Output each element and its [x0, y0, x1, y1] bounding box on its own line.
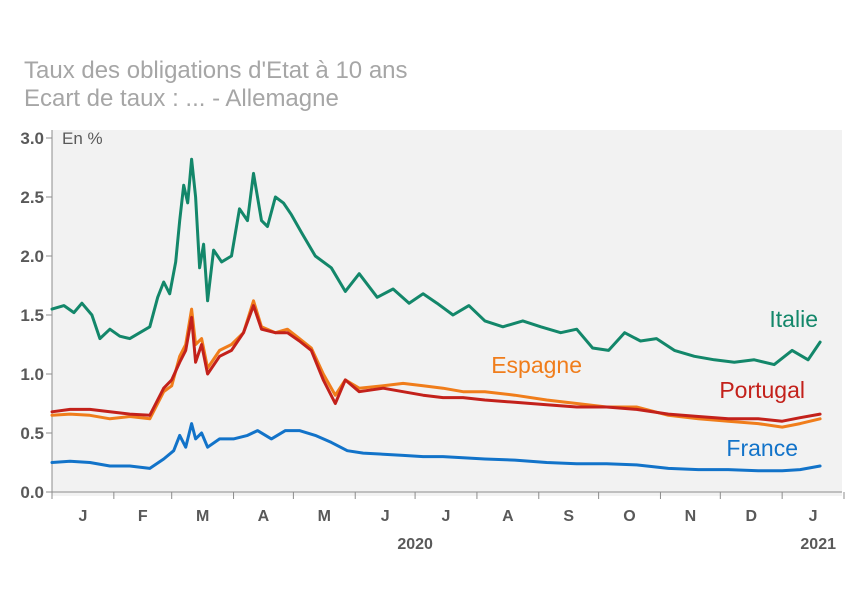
series-line-portugal — [50, 304, 822, 423]
series-line-italie — [50, 157, 822, 367]
x-month-label: M — [196, 508, 209, 525]
series-label-italie: Italie — [769, 306, 818, 332]
x-month-label: J — [442, 508, 451, 525]
x-year-label: 2020 — [397, 536, 433, 553]
x-year-label: 2021 — [800, 536, 836, 553]
x-month-label: F — [138, 508, 148, 525]
y-tick-label: 2.5 — [20, 188, 44, 207]
plot-area — [52, 130, 842, 496]
x-month-label: A — [258, 508, 270, 525]
x-month-label: J — [78, 508, 87, 525]
x-month-label: J — [381, 508, 390, 525]
x-month-label: D — [745, 508, 757, 525]
x-month-label: A — [502, 508, 514, 525]
x-month-label: J — [809, 508, 818, 525]
y-tick-label: 0.5 — [20, 424, 44, 443]
series-label-france: France — [726, 435, 798, 461]
x-month-label: M — [318, 508, 331, 525]
series-label-espagne: Espagne — [491, 352, 582, 378]
series-line-france — [50, 422, 822, 473]
chart-subtitle: Ecart de taux : ... - Allemagne — [24, 85, 339, 112]
y-tick-label: 1.0 — [20, 365, 44, 384]
chart-title: Taux des obligations d'Etat à 10 ans — [24, 57, 408, 84]
y-tick-label: 1.5 — [20, 306, 44, 325]
series-label-portugal: Portugal — [719, 377, 805, 403]
unit-label: En % — [62, 129, 103, 148]
x-month-label: O — [623, 508, 635, 525]
x-month-label: S — [563, 508, 574, 525]
y-tick-label: 2.0 — [20, 247, 44, 266]
y-tick-label: 0.0 — [20, 483, 44, 502]
y-tick-label: 3.0 — [20, 129, 44, 148]
x-month-label: N — [685, 508, 697, 525]
